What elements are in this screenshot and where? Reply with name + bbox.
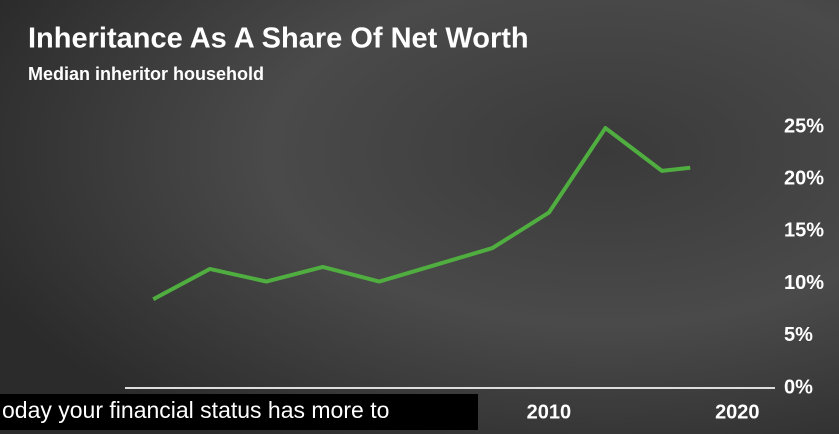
caption: oday your financial status has more to (2, 397, 389, 423)
y-tick-label: 10% (784, 272, 824, 294)
y-tick-label: 15% (784, 220, 824, 242)
y-tick-label: 0% (784, 376, 813, 398)
chart-title: Inheritance As A Share Of Net Worth (28, 23, 529, 55)
x-tick-label: 2010 (527, 401, 572, 423)
y-tick-label: 25% (784, 115, 824, 137)
y-tick-label: 20% (784, 167, 824, 189)
caption-box (0, 394, 478, 430)
y-tick-label: 5% (784, 324, 813, 346)
x-tick-label: 2020 (715, 401, 760, 423)
chart-subtitle: Median inheritor household (28, 64, 264, 84)
line (152, 126, 691, 302)
